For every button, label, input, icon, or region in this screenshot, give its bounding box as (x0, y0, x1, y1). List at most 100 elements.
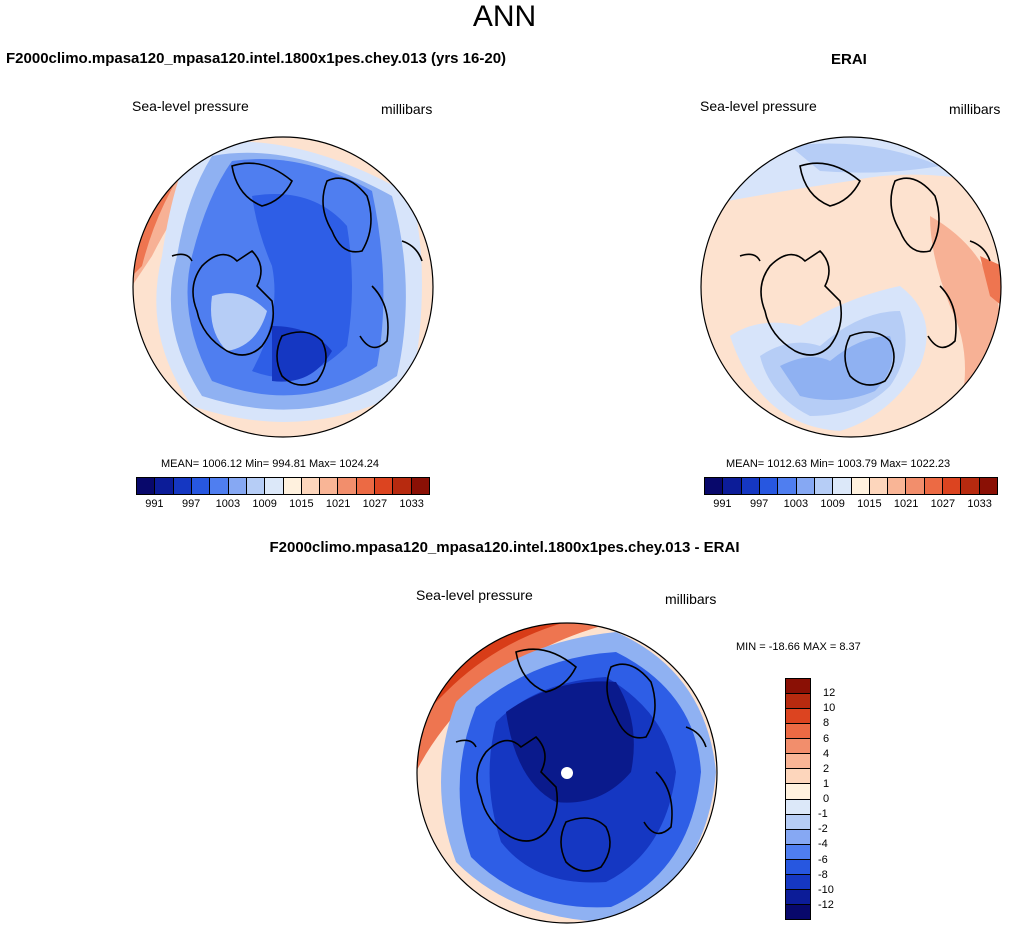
model-colorbar-swatch-2 (173, 478, 192, 494)
model-colorbar-swatch-12 (356, 478, 376, 494)
obs-colorbar-tick-label: 1027 (930, 498, 956, 510)
diff-colorbar-swatch-4 (786, 739, 810, 755)
obs-polar-map (700, 136, 1002, 438)
model-colorbar-swatch-10 (320, 478, 339, 494)
diff-colorbar-tick-label: 10 (823, 702, 836, 715)
obs-colorbar-tick-label: 991 (713, 498, 732, 510)
obs-colorbar-swatch-14 (961, 478, 980, 494)
obs-colorbar-tick-label: 997 (749, 498, 769, 510)
obs-colorbar-swatch-9 (869, 478, 889, 494)
obs-colorbar-swatch-6 (814, 478, 834, 494)
obs-colorbar-swatch-7 (833, 478, 852, 494)
obs-colorbar-swatch-5 (796, 478, 815, 494)
diff-colorbar-swatch-14 (786, 889, 810, 905)
obs-colorbar-tick-label: 1015 (857, 498, 882, 510)
obs-colorbar-swatch-13 (943, 478, 962, 494)
model-colorbar-tick-label: 1015 (289, 498, 314, 510)
obs-colorbar-swatch-11 (906, 478, 925, 494)
obs-colorbar-swatch-1 (723, 478, 742, 494)
obs-stats: MEAN= 1012.63 Min= 1003.79 Max= 1022.23 (726, 458, 951, 470)
diff-colorbar-swatch-3 (786, 724, 810, 740)
diff-colorbar-tick-label: -8 (818, 868, 828, 881)
model-colorbar-tick-label: 991 (145, 498, 164, 510)
model-panel-title: F2000climo.mpasa120_mpasa120.intel.1800x… (6, 50, 507, 67)
obs-colorbar-swatch-0 (705, 478, 724, 494)
diff-colorbar-tick-label: 0 (823, 793, 830, 805)
obs-colorbar-swatch-2 (741, 478, 760, 494)
obs-colorbar-ticks: 991 997 1003 1009 1015 1021 1027 1033 (704, 498, 998, 512)
obs-colorbar-swatch-3 (759, 478, 779, 494)
diff-colorbar-swatch-11 (786, 844, 810, 860)
diff-colorbar-swatch-10 (786, 829, 810, 845)
obs-colorbar-tick-label: 1009 (820, 498, 845, 510)
obs-variable-label: Sea-level pressure (700, 98, 817, 114)
model-colorbar-swatch-9 (301, 478, 321, 494)
model-colorbar-swatch-0 (137, 478, 156, 494)
diff-colorbar-swatch-15 (786, 904, 810, 919)
model-colorbar-tick-label: 1033 (399, 498, 424, 510)
model-colorbar-swatch-1 (155, 478, 174, 494)
diff-colorbar-tick-label: 1 (823, 777, 830, 790)
model-colorbar-swatch-15 (411, 478, 429, 494)
model-colorbar-swatch-3 (191, 478, 211, 494)
diff-colorbar-swatch-7 (786, 784, 810, 800)
obs-colorbar-swatch-10 (888, 478, 907, 494)
diff-colorbar-tick-label: 6 (823, 732, 830, 745)
diff-colorbar-swatch-1 (786, 694, 810, 710)
model-colorbar-tick-label: 1009 (252, 498, 277, 510)
obs-panel-title: ERAI (831, 51, 867, 68)
model-colorbar-tick-label: 997 (181, 498, 201, 510)
diff-colorbar-tick-label: -10 (818, 883, 834, 896)
model-stats: MEAN= 1006.12 Min= 994.81 Max= 1024.24 (161, 458, 380, 470)
diff-colorbar-swatch-6 (786, 769, 810, 785)
obs-colorbar-swatch-4 (778, 478, 797, 494)
model-polar-map (132, 136, 434, 438)
diff-colorbar (785, 678, 811, 920)
model-colorbar-swatch-7 (265, 478, 284, 494)
diff-colorbar-tick-label: -6 (818, 853, 828, 866)
model-colorbar-ticks: 991 997 1003 1009 1015 1021 1027 1033 (136, 498, 430, 512)
diff-units-label: millibars (665, 591, 717, 607)
diff-stats: MIN = -18.66 MAX = 8.37 (736, 641, 861, 653)
diff-colorbar-tick-label: -4 (818, 838, 828, 851)
model-colorbar-swatch-5 (228, 478, 247, 494)
diff-colorbar-tick-label: -2 (818, 823, 828, 836)
diff-colorbar-tick-label: 2 (823, 762, 830, 775)
diff-colorbar-tick-label: 8 (823, 717, 830, 730)
diff-colorbar-tick-label: 12 (823, 687, 836, 700)
diff-polar-map (416, 622, 718, 924)
obs-colorbar-tick-label: 1021 (893, 498, 919, 510)
model-colorbar-swatch-14 (393, 478, 412, 494)
model-colorbar-swatch-8 (283, 478, 302, 494)
obs-colorbar-swatch-8 (851, 478, 870, 494)
model-colorbar-swatch-4 (210, 478, 229, 494)
diff-panel-title: F2000climo.mpasa120_mpasa120.intel.1800x… (269, 539, 740, 556)
model-units-label: millibars (381, 101, 433, 117)
model-colorbar-tick-label: 1027 (362, 498, 388, 510)
obs-colorbar (704, 477, 998, 495)
model-colorbar-swatch-11 (338, 478, 357, 494)
figure-title: ANN (472, 0, 537, 33)
obs-units-label: millibars (949, 101, 1001, 117)
model-variable-label: Sea-level pressure (132, 98, 249, 114)
diff-colorbar-swatch-13 (786, 874, 810, 890)
obs-colorbar-tick-label: 1003 (783, 498, 809, 510)
diff-colorbar-swatch-2 (786, 709, 810, 725)
diff-colorbar-ticks: 12 10 8 6 4 2 1 0 -1 -2 -4 -6 -8 -10 -12 (818, 678, 858, 920)
obs-colorbar-swatch-15 (979, 478, 997, 494)
obs-colorbar-swatch-12 (924, 478, 944, 494)
diff-colorbar-swatch-8 (786, 799, 810, 815)
model-colorbar-tick-label: 1021 (325, 498, 351, 510)
diff-variable-label: Sea-level pressure (416, 587, 533, 603)
pole-marker (561, 767, 573, 779)
diff-colorbar-swatch-9 (786, 814, 810, 830)
diff-colorbar-swatch-12 (786, 859, 810, 875)
diff-colorbar-tick-label: 4 (823, 747, 830, 760)
diff-colorbar-tick-label: -12 (818, 898, 834, 911)
model-colorbar (136, 477, 430, 495)
model-colorbar-tick-label: 1003 (215, 498, 241, 510)
obs-colorbar-tick-label: 1033 (967, 498, 992, 510)
model-colorbar-swatch-6 (246, 478, 266, 494)
diff-colorbar-tick-label: -1 (818, 808, 828, 821)
diff-colorbar-swatch-5 (786, 754, 810, 770)
